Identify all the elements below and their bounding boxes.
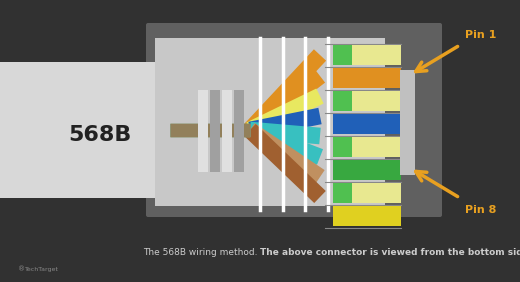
Text: ®: ® <box>18 266 25 272</box>
Bar <box>333 68 401 88</box>
Bar <box>198 90 208 172</box>
Bar <box>333 137 401 157</box>
Text: 568B: 568B <box>68 125 132 145</box>
FancyBboxPatch shape <box>146 23 442 217</box>
Bar <box>333 45 401 65</box>
Text: The 568B wiring method.: The 568B wiring method. <box>142 248 260 257</box>
Bar <box>222 90 232 172</box>
Bar <box>333 183 352 203</box>
Text: The above connector is viewed from the bottom side.: The above connector is viewed from the b… <box>260 248 520 257</box>
Bar <box>234 90 244 172</box>
FancyBboxPatch shape <box>0 62 273 198</box>
Bar <box>333 137 352 157</box>
Bar <box>400 70 415 175</box>
Text: TechTarget: TechTarget <box>25 267 59 272</box>
Text: Pin 8: Pin 8 <box>465 205 497 215</box>
Bar <box>333 45 352 65</box>
Bar <box>333 206 401 226</box>
Bar <box>333 114 401 134</box>
Bar <box>333 160 401 180</box>
Bar <box>155 38 385 206</box>
Bar <box>333 183 401 203</box>
Bar <box>333 91 401 111</box>
Text: Pin 1: Pin 1 <box>465 30 497 40</box>
Bar <box>210 90 220 172</box>
Bar <box>333 91 352 111</box>
